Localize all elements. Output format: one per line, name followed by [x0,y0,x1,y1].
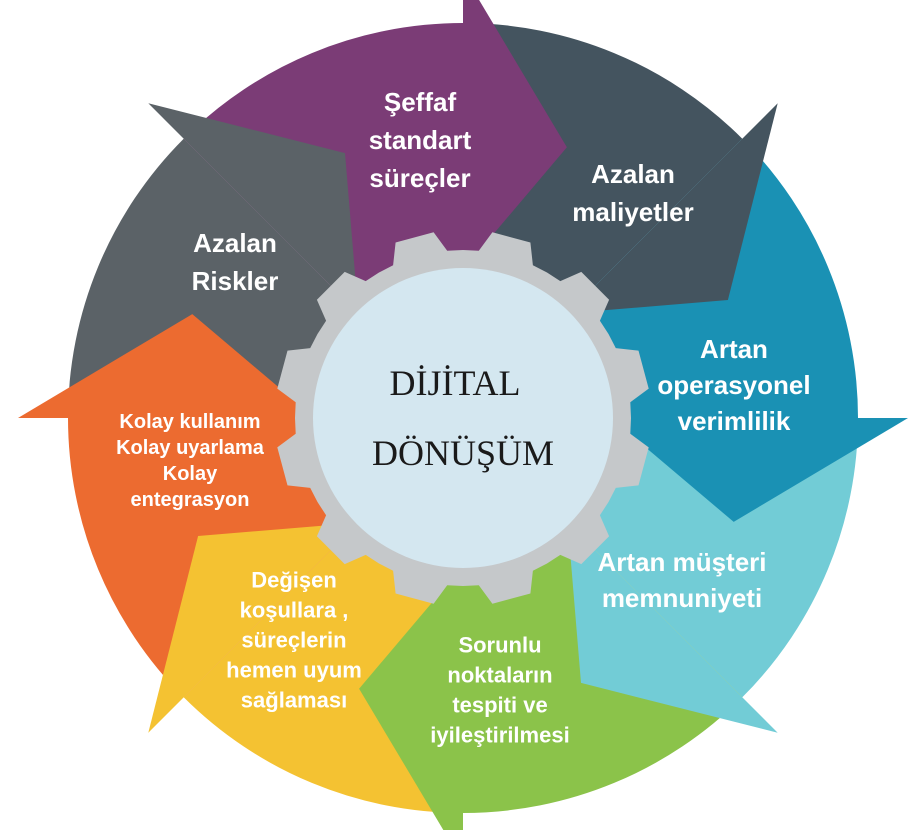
label-seffaf-standart-surecler-line-2: standart [369,125,472,155]
cycle-segments [68,23,858,813]
label-degisen-kosullara-line-4: hemen uyum [226,658,362,683]
label-azalan-riskler-line-2: Riskler [192,266,279,296]
arrowhead-sorunlu-noktalarin-tespiti [148,522,359,733]
arrowhead-seffaf-standart-surecler [567,103,778,314]
label-seffaf-standart-surecler-line-1: Şeffaf [384,87,457,117]
label-sorunlu-noktalarin-tespiti-line-3: tespiti ve [452,693,547,718]
arrowhead-azalan-riskler [463,0,567,270]
label-sorunlu-noktalarin-tespiti-line-2: noktaların [447,663,552,688]
label-azalan-riskler-line-1: Azalan [193,228,277,258]
arrowhead-azalan-maliyetler [611,418,908,522]
label-artan-operasyonel-verimlilik-line-1: Artan [700,334,768,364]
label-kolay-kullanim-line-1: Kolay kullanım [119,411,260,433]
arrowhead-kolay-kullanim [148,103,359,314]
label-kolay-kullanim-line-3: Kolay [163,463,218,485]
label-artan-operasyonel-verimlilik-line-3: verimlilik [678,406,791,436]
arrowhead-artan-operasyonel-verimlilik [567,522,778,733]
label-artan-musteri-memnuniyeti-line-1: Artan müşteri [597,547,766,577]
label-artan-operasyonel-verimlilik-line-2: operasyonel [657,370,810,400]
label-degisen-kosullara-line-2: koşullara , [240,598,349,623]
center-circle [313,268,613,568]
label-degisen-kosullara-line-3: süreçlerin [241,628,346,653]
label-kolay-kullanim-line-2: Kolay uyarlama [116,437,265,459]
label-degisen-kosullara-line-5: sağlaması [241,688,347,713]
label-azalan-maliyetler-line-2: maliyetler [572,197,693,227]
label-sorunlu-noktalarin-tespiti-line-1: Sorunlu [458,633,541,658]
segment-labels: Şeffaf standart süreçler Azalan maliyetler Ar… [116,87,811,748]
center-title-line-2: DÖNÜŞÜM [372,433,554,473]
label-kolay-kullanim-line-4: entegrasyon [131,489,250,511]
label-degisen-kosullara-line-1: Değişen [251,568,337,593]
label-azalan-maliyetler-line-1: Azalan [591,159,675,189]
label-seffaf-standart-surecler-line-3: süreçler [369,163,470,193]
cycle-arrowheads [18,0,908,830]
label-artan-musteri-memnuniyeti-line-2: memnuniyeti [602,583,762,613]
center-title-line-1: DİJİTAL [389,363,520,403]
label-sorunlu-noktalarin-tespiti-line-4: iyileştirilmesi [430,723,569,748]
arrowhead-degisen-kosullara [18,314,315,418]
arrowhead-artan-musteri-memnuniyeti [359,566,463,830]
